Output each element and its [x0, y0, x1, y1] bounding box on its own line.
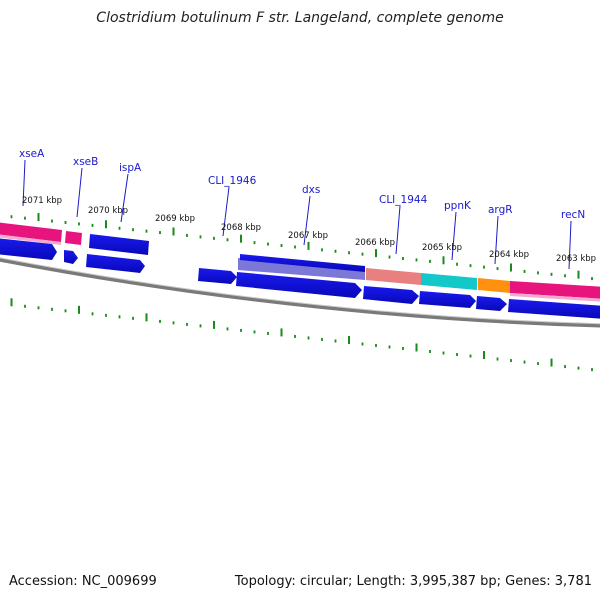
gene-arrow-CLI_1946[interactable]	[198, 268, 237, 284]
gene-arrow-argR[interactable]	[476, 296, 507, 311]
gene-label: argR	[488, 204, 513, 216]
feature-pink-small	[65, 231, 82, 245]
position-label: 2068 kbp	[221, 223, 261, 233]
gene-arrow-CLI_1944[interactable]	[363, 286, 419, 304]
gene-arrow-dxs[interactable]	[236, 272, 362, 298]
gene-label-lines	[22, 159, 572, 270]
gene-label: dxs	[302, 184, 320, 196]
position-label: 2065 kbp	[422, 243, 462, 253]
gene-arrows	[0, 234, 600, 319]
position-label: 2069 kbp	[155, 214, 195, 224]
accession-text: Accession: NC_009699	[9, 574, 157, 589]
map-title: Clostridium botulinum F str. Langeland, …	[96, 10, 504, 26]
gene-label: CLI_1944	[379, 194, 428, 206]
gene-labels: xseA xseB ispA CLI_1946 dxs CLI_1944 ppn…	[19, 148, 585, 221]
genome-stats-text: Topology: circular; Length: 3,995,387 bp…	[234, 574, 592, 589]
outer-tick-ring	[10, 213, 593, 281]
gene-arrow-ppnK[interactable]	[419, 291, 476, 308]
position-label: 2063 kbp	[556, 254, 596, 264]
feature-lavender	[238, 258, 365, 280]
gene-label: xseB	[73, 156, 98, 168]
genome-backbone-highlight	[0, 257, 600, 325]
gene-label: CLI_1946	[208, 175, 257, 187]
gene-arrow-ispA[interactable]	[89, 234, 149, 255]
feature-pink-left-highlight	[0, 234, 61, 245]
inner-tick-ring	[10, 298, 593, 372]
position-label: 2071 kbp	[22, 196, 62, 206]
feature-orange	[478, 278, 510, 293]
feature-salmon	[366, 268, 421, 285]
position-label: 2064 kbp	[489, 250, 529, 260]
gene-arrow-recN[interactable]	[508, 299, 600, 319]
position-label: 2067 kbp	[288, 231, 328, 241]
feature-cyan	[421, 273, 477, 290]
gene-arrow-xseA[interactable]	[0, 238, 57, 260]
gene-arrow-dxs-top[interactable]	[240, 254, 365, 272]
gene-arrow-xseB[interactable]	[64, 250, 78, 264]
feature-pink-right-highlight	[510, 293, 600, 302]
feature-pink-right	[510, 281, 600, 299]
position-labels: 2071 kbp 2070 kbp 2069 kbp 2068 kbp 2067…	[22, 196, 596, 264]
feature-pink-left	[0, 222, 62, 242]
genome-backbone	[0, 258, 600, 328]
gene-label: ppnK	[444, 200, 472, 212]
feature-track	[0, 222, 600, 302]
position-label: 2066 kbp	[355, 238, 395, 248]
gene-label: ispA	[119, 162, 142, 174]
gene-arrow-ispA-lower[interactable]	[86, 254, 145, 273]
position-label: 2070 kbp	[88, 206, 128, 216]
gene-label: xseA	[19, 148, 45, 160]
gene-label: recN	[561, 209, 585, 221]
